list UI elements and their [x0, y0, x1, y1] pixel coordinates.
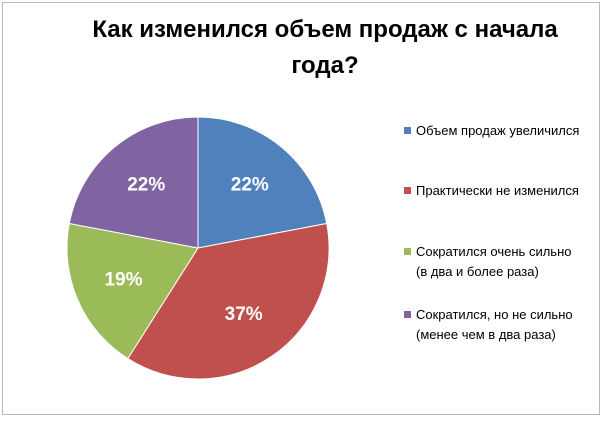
legend-item: Сократился очень сильно (в два и более р…	[404, 242, 584, 282]
data-label: 37%	[225, 304, 263, 325]
legend-item: Сократился, но не сильно (менее чем в дв…	[404, 305, 584, 345]
pie-slice	[66, 222, 199, 360]
pie-slice	[127, 222, 330, 380]
data-label: 22%	[231, 174, 269, 195]
legend-swatch	[404, 248, 411, 255]
legend-label: Практически не изменился	[416, 183, 579, 198]
legend-label: Сократился, но не сильно (менее чем в дв…	[416, 307, 573, 342]
legend-swatch	[404, 187, 411, 194]
legend-label: Объем продаж увеличился	[416, 123, 580, 138]
chart-title: Как изменился объем продаж с начала года…	[92, 16, 558, 79]
legend-swatch	[404, 127, 411, 134]
legend-label: Сократился очень сильно (в два и более р…	[416, 244, 572, 279]
data-label: 19%	[104, 269, 142, 290]
chart-frame	[2, 2, 600, 415]
legend-item: Практически не изменился	[404, 181, 584, 201]
data-label: 22%	[127, 174, 165, 195]
legend-swatch	[404, 311, 411, 318]
legend-item: Объем продаж увеличился	[404, 121, 584, 141]
pie-slice	[197, 116, 328, 249]
pie-slice	[68, 116, 199, 249]
